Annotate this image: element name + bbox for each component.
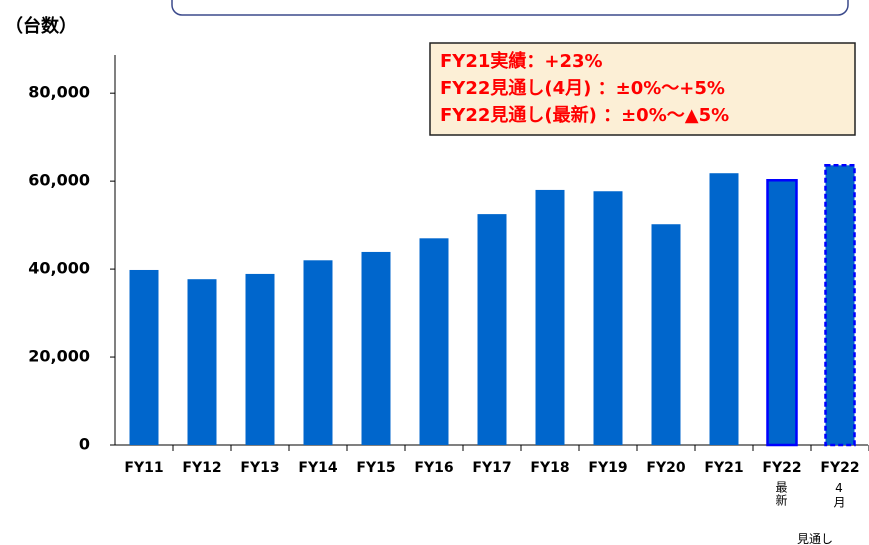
x-sublabel: 4月	[832, 481, 846, 509]
y-tick-label: 80,000	[28, 83, 90, 102]
bar	[824, 164, 856, 447]
bar	[709, 173, 739, 445]
bar	[535, 189, 565, 445]
bar	[419, 238, 449, 445]
annotation: FY22見通し(4月) ：±0%～+5%	[440, 78, 725, 99]
x-tick-label: FY22	[762, 460, 801, 476]
bar	[303, 260, 333, 445]
x-tick-label: FY14	[298, 460, 337, 476]
x-tick-label: FY11	[124, 460, 163, 476]
x-tick-label: FY18	[530, 460, 569, 476]
y-tick-label: 0	[79, 435, 90, 454]
bar	[187, 279, 217, 445]
bar	[129, 269, 159, 445]
x-sublabel: 最新	[774, 481, 788, 507]
x-tick-label: FY20	[646, 460, 685, 476]
x-tick-label: FY22	[820, 460, 859, 476]
y-axis-label: （台数）	[5, 15, 77, 37]
y-tick-label: 40,000	[28, 259, 90, 278]
x-tick-label: FY17	[472, 460, 511, 476]
x-group-label: 見通し	[797, 532, 834, 545]
x-tick-label: FY15	[356, 460, 395, 476]
x-tick-label: FY13	[240, 460, 279, 476]
y-tick-label: 60,000	[28, 171, 90, 190]
x-tick-label: FY21	[704, 460, 743, 476]
header-box	[171, 0, 849, 16]
annotation: FY21実績：+23%	[440, 50, 603, 72]
y-tick-label: 20,000	[28, 347, 90, 366]
bar	[361, 251, 391, 445]
annotation: FY22見通し(最新) ：±0%～▲5%	[440, 104, 729, 126]
x-tick-label: FY12	[182, 460, 221, 476]
annotation-box	[429, 42, 856, 136]
x-tick-label: FY19	[588, 460, 627, 476]
bar	[477, 214, 507, 445]
bar	[766, 179, 798, 447]
bar	[245, 273, 275, 445]
bar	[651, 224, 681, 445]
x-tick-label: FY16	[414, 460, 453, 476]
bar	[593, 191, 623, 445]
